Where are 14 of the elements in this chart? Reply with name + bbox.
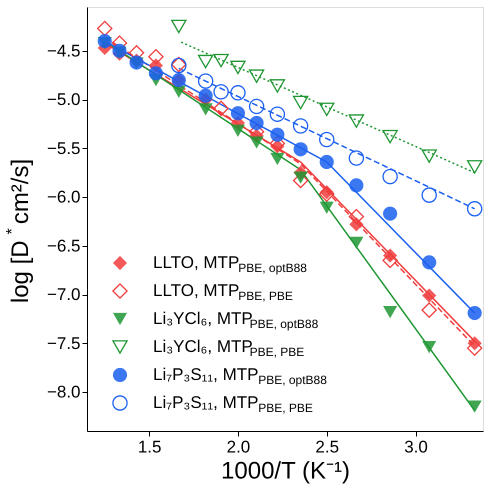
x-axis-title: 1000/T (K⁻¹) [221,458,350,484]
x-tick-label: 1.5 [138,438,162,456]
y-tick-label: −5.0 [46,90,80,110]
y-tick-label: −7.0 [46,285,80,304]
y-tick-label: −6.5 [46,236,80,256]
y-tick-label: −5.5 [46,138,80,158]
x-tick-label: 2.0 [226,438,250,456]
y-axis-title: log [D* cm²/s] [4,158,34,304]
x-tick-label: 2.5 [315,438,340,456]
x-tick-label: 3.0 [404,438,428,456]
y-tick-label: −6.0 [46,188,80,207]
y-tick-label: −8.0 [46,382,80,402]
y-tick-label: −4.5 [46,41,80,60]
y-tick-label: −7.5 [46,334,80,353]
